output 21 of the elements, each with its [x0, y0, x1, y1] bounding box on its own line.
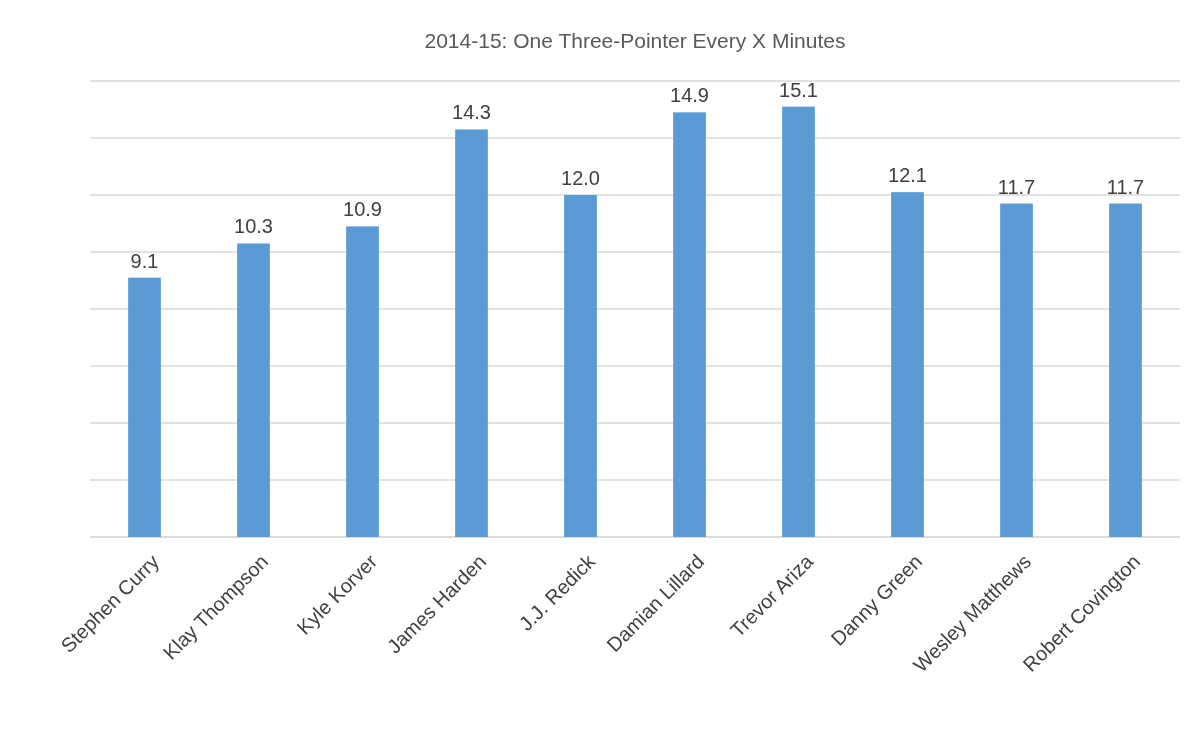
- bar: [128, 277, 161, 537]
- bar: [237, 243, 270, 537]
- bar: [782, 106, 815, 537]
- data-label: 10.9: [343, 198, 382, 221]
- bar: [455, 129, 488, 537]
- chart-title: 2014-15: One Three-Pointer Every X Minutes: [424, 29, 846, 52]
- data-label: 12.1: [888, 164, 927, 187]
- data-label: 10.3: [234, 215, 273, 238]
- data-label: 12.0: [561, 167, 600, 189]
- bar: [346, 226, 379, 537]
- data-label: 11.7: [997, 175, 1036, 198]
- data-label: 14.9: [670, 84, 709, 107]
- bar: [891, 192, 924, 537]
- bar: [564, 195, 597, 537]
- data-label: 14.3: [452, 101, 491, 124]
- bar: [673, 112, 706, 537]
- bar: [1000, 203, 1033, 537]
- data-label: 11.7: [1106, 175, 1145, 198]
- data-label: 15.1: [779, 78, 818, 101]
- bar: [1109, 203, 1142, 537]
- data-label: 9.1: [130, 249, 159, 272]
